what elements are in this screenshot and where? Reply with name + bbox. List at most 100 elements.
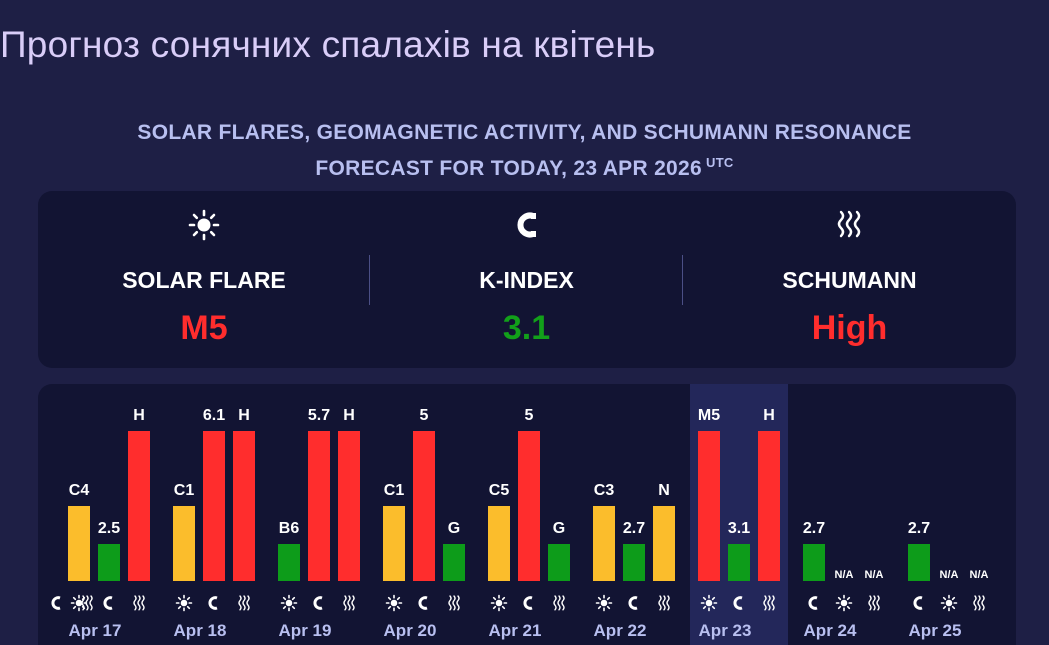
summary-label-flare: SOLAR FLARE (122, 267, 286, 293)
sun-icon (595, 594, 613, 612)
bar-label: G (553, 520, 565, 537)
waves-icon (763, 595, 775, 611)
magnet-icon (628, 596, 638, 610)
date-label: Apr 23 (699, 621, 752, 640)
date-label: Apr 17 (69, 621, 122, 640)
forecast-subtitle: SOLAR FLARES, GEOMAGNETIC ACTIVITY, AND … (0, 118, 1049, 184)
bar-label: 2.7 (908, 520, 930, 537)
bar-schumann (338, 431, 360, 581)
summary-value-flare: M5 (180, 309, 228, 347)
magnet-icon (208, 596, 218, 610)
subtitle-line-2: FORECAST FOR TODAY, 23 APR 2026 UTC (0, 148, 1049, 184)
bar-label: 2.7 (623, 520, 645, 537)
sun-icon (385, 594, 403, 612)
bar-kindex (518, 431, 540, 581)
sun-icon (700, 594, 718, 612)
magnet-icon (370, 209, 683, 241)
magnet-icon (418, 596, 428, 610)
waves-icon (133, 595, 145, 611)
summary-divider (369, 255, 370, 305)
bar-kindex (728, 544, 750, 581)
waves-icon (343, 595, 355, 611)
bar-label: 6.1 (203, 407, 225, 424)
bar-flare (68, 506, 90, 581)
bar-flare (698, 431, 720, 581)
page-title: Прогноз сонячних спалахів на квітень (0, 24, 656, 65)
bar-kindex (908, 544, 930, 581)
date-label: Apr 21 (489, 621, 542, 640)
bar-label: 5 (420, 407, 429, 424)
date-label: Apr 22 (594, 621, 647, 640)
date-label: Apr 18 (174, 621, 227, 640)
summary-value-kindex: 3.1 (502, 309, 551, 347)
sun-icon (70, 594, 88, 612)
summary-divider (682, 255, 683, 305)
summary-label-kindex: K-INDEX (479, 267, 574, 293)
waves-icon (868, 595, 880, 611)
bar-kindex (623, 544, 645, 581)
sun-icon (835, 594, 853, 612)
waves-icon (658, 595, 670, 611)
bar-kindex (413, 431, 435, 581)
waves-icon (448, 595, 460, 611)
waves-icon (553, 595, 565, 611)
waves-icon (238, 595, 250, 611)
date-label: Apr 25 (909, 621, 962, 640)
sun-icon (490, 594, 508, 612)
date-label: Apr 19 (279, 621, 332, 640)
bar-label: H (238, 407, 250, 424)
magnet-icon (313, 596, 323, 610)
summary-k-index: K-INDEX 3.1 (370, 191, 683, 368)
bar-flare (278, 544, 300, 581)
bar-label: N/A (835, 569, 854, 581)
subtitle-utc: UTC (706, 155, 734, 170)
magnet-icon (523, 596, 533, 610)
bar-label: 3.1 (728, 520, 750, 537)
subtitle-line-1: SOLAR FLARES, GEOMAGNETIC ACTIVITY, AND … (137, 121, 912, 144)
bar-flare (593, 506, 615, 581)
bar-schumann (548, 544, 570, 581)
date-label: Apr 24 (804, 621, 857, 640)
bar-label: C1 (174, 482, 195, 499)
bar-label: N (658, 482, 670, 499)
bar-label: G (448, 520, 460, 537)
summary-solar-flare: SOLAR FLARE M5 (38, 191, 370, 368)
bar-schumann (443, 544, 465, 581)
bar-flare (173, 506, 195, 581)
magnet-icon (808, 596, 818, 610)
bar-schumann (128, 431, 150, 581)
bar-label: C3 (594, 482, 615, 499)
bar-label: N/A (940, 569, 959, 581)
waves-icon (683, 209, 1016, 241)
bar-flare (488, 506, 510, 581)
magnet-icon (733, 596, 743, 610)
bar-schumann (758, 431, 780, 581)
bar-kindex (308, 431, 330, 581)
bar-flare (383, 506, 405, 581)
magnet-icon (103, 596, 113, 610)
bar-label: 2.5 (98, 520, 120, 537)
bar-label: C5 (489, 482, 510, 499)
bar-label: N/A (970, 569, 989, 581)
forecast-bar-chart: C4 2.5 H Apr 17 C1 6.1 H Apr 18 B6 5.7 H Apr 19 C1 5 G… (38, 384, 1016, 645)
bar-schumann (233, 431, 255, 581)
summary-label-schumann: SCHUMANN (782, 267, 917, 293)
summary-schumann: SCHUMANN High (683, 191, 1016, 368)
bar-label: 5.7 (308, 407, 330, 424)
today-summary-panel: SOLAR FLARE M5 K-INDEX 3.1 SCHUMANN (38, 191, 1016, 368)
bar-label: H (343, 407, 355, 424)
bar-label: C4 (69, 482, 90, 499)
bar-label: M5 (698, 407, 720, 424)
magnet-icon (913, 596, 923, 610)
bar-label: B6 (279, 520, 300, 537)
bar-label: 5 (525, 407, 534, 424)
bar-label: N/A (865, 569, 884, 581)
bar-kindex (803, 544, 825, 581)
magnet-icon (51, 596, 61, 610)
sun-icon (38, 209, 370, 241)
sun-icon (280, 594, 298, 612)
bar-kindex (98, 544, 120, 581)
bar-schumann (653, 506, 675, 581)
bar-label: 2.7 (803, 520, 825, 537)
bar-label: C1 (384, 482, 405, 499)
